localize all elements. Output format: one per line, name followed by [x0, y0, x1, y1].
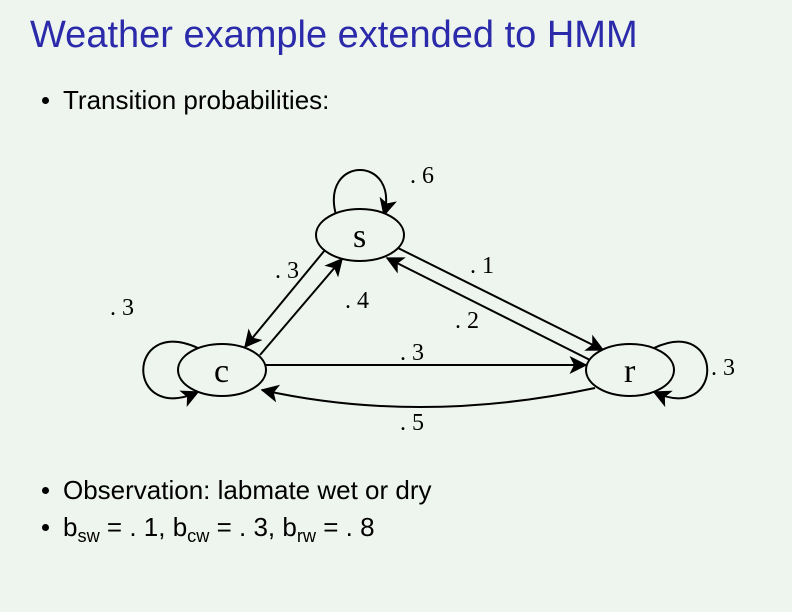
bullet-dot-icon	[42, 487, 49, 494]
b3-seg3: = . 3, b	[209, 512, 296, 542]
node-s-label: s	[353, 218, 366, 255]
bullet-observation: Observation: labmate wet or dry	[42, 475, 432, 506]
b3-seg2: = . 1, b	[100, 512, 187, 542]
b3-sub3: rw	[297, 526, 316, 546]
b3-sub1: sw	[77, 526, 99, 546]
bullet-emission: bsw = . 1, bcw = . 3, brw = . 8	[42, 512, 375, 547]
edge-c-s	[260, 259, 342, 355]
edge-r-c	[262, 388, 595, 407]
b3-seg4: = . 8	[316, 512, 375, 542]
label-r-s: . 2	[455, 308, 479, 334]
bullet-dot-icon	[42, 524, 49, 531]
label-c-r: . 3	[400, 340, 424, 366]
label-s-c: . 3	[275, 258, 299, 284]
label-self-s: . 6	[410, 163, 434, 189]
bullet-2-text: Observation: labmate wet or dry	[63, 475, 432, 505]
label-self-r: . 3	[711, 355, 735, 381]
edge-s-r	[398, 248, 603, 350]
node-c-label: c	[214, 353, 229, 390]
node-r-label: r	[624, 353, 636, 390]
label-r-c: . 5	[400, 410, 424, 436]
b3-seg1: b	[63, 512, 77, 542]
b3-sub2: cw	[187, 526, 209, 546]
label-s-r: . 1	[470, 253, 494, 279]
label-c-s: . 4	[345, 288, 369, 314]
label-self-c: . 3	[110, 295, 134, 321]
